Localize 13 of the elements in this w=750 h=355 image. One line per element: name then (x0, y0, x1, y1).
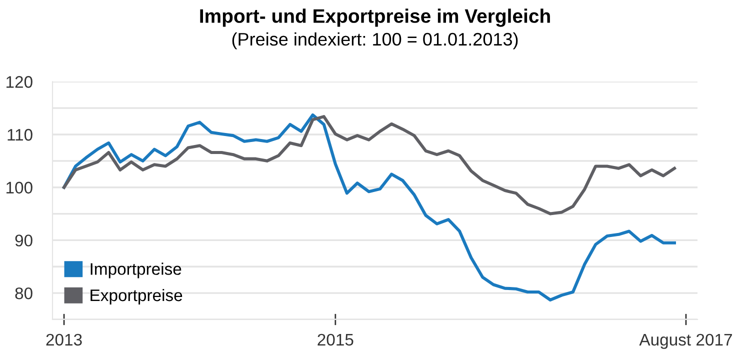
chart-subtitle: (Preise indexiert: 100 = 01.01.2013) (232, 32, 518, 50)
y-tick-label: 100 (6, 182, 32, 194)
x-tick-label: 2013 (46, 334, 82, 346)
x-tick-label: 2015 (318, 334, 354, 346)
y-tick-label: 110 (8, 128, 32, 141)
chart-title: Import- und Exportpreise im Vergleich (200, 8, 550, 27)
y-tick-label: 80 (15, 287, 32, 300)
legend-label: Importpreise (90, 262, 182, 278)
legend-label: Exportpreise (90, 288, 182, 304)
y-tick-label: 120 (6, 76, 32, 88)
x-tick-label: August 2017 (639, 334, 732, 349)
y-tick-label: 90 (15, 234, 32, 246)
line-series (62, 115, 676, 216)
